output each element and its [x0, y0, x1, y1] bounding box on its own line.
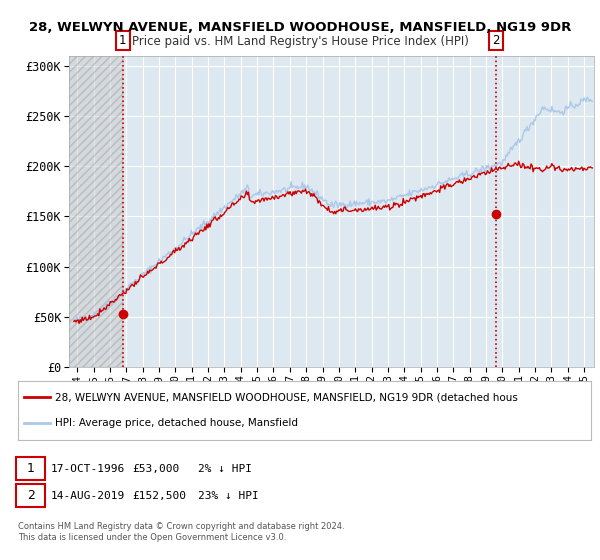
Bar	[69, 56, 123, 367]
Text: 2: 2	[493, 34, 500, 46]
Text: 2: 2	[26, 489, 35, 502]
Text: 2% ↓ HPI: 2% ↓ HPI	[198, 464, 252, 474]
Text: HPI: Average price, detached house, Mansfield: HPI: Average price, detached house, Mans…	[55, 418, 298, 428]
Text: 1: 1	[26, 462, 35, 475]
Text: Price paid vs. HM Land Registry's House Price Index (HPI): Price paid vs. HM Land Registry's House …	[131, 35, 469, 48]
Text: £53,000: £53,000	[132, 464, 179, 474]
Text: 28, WELWYN AVENUE, MANSFIELD WOODHOUSE, MANSFIELD, NG19 9DR: 28, WELWYN AVENUE, MANSFIELD WOODHOUSE, …	[29, 21, 571, 34]
Text: £152,500: £152,500	[132, 491, 186, 501]
Text: 1: 1	[119, 34, 127, 46]
Text: Contains HM Land Registry data © Crown copyright and database right 2024.: Contains HM Land Registry data © Crown c…	[18, 522, 344, 531]
Text: 28, WELWYN AVENUE, MANSFIELD WOODHOUSE, MANSFIELD, NG19 9DR (detached hous: 28, WELWYN AVENUE, MANSFIELD WOODHOUSE, …	[55, 392, 518, 402]
Text: 17-OCT-1996: 17-OCT-1996	[51, 464, 125, 474]
Text: This data is licensed under the Open Government Licence v3.0.: This data is licensed under the Open Gov…	[18, 533, 286, 542]
Text: 14-AUG-2019: 14-AUG-2019	[51, 491, 125, 501]
Text: 23% ↓ HPI: 23% ↓ HPI	[198, 491, 259, 501]
